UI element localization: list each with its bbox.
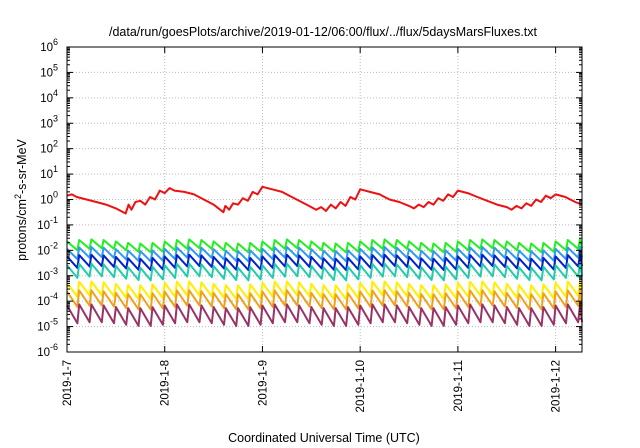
chart-title: /data/run/goesPlots/archive/2019-01-12/0… (109, 25, 538, 39)
series-line-5 (66, 280, 583, 301)
x-tick-label: 2019-1-11 (453, 360, 465, 412)
y-tick-label: 10-3 (37, 266, 58, 283)
y-tick-label: 10-1 (37, 215, 58, 232)
series-line-0 (66, 185, 583, 215)
x-tick-label: 2019-1-7 (62, 360, 74, 406)
y-tick-label: 101 (40, 164, 58, 181)
y-axis-label-main: protons/cm (15, 199, 29, 261)
y-tick-label: 10-6 (37, 342, 58, 359)
series-line-1 (66, 238, 583, 254)
y-tick-label: 10-4 (37, 291, 58, 308)
x-axis-label: Coordinated Universal Time (UTC) (228, 431, 420, 445)
x-axis: 2019-1-7 2019-1-8 2019-1-9 2019-1-10 2019-1-… (62, 47, 563, 412)
y-tick-label: 104 (40, 88, 58, 105)
x-tick-label: 2019-1-10 (355, 360, 367, 412)
y-tick-label: 10-2 (37, 240, 58, 257)
x-tick-label: 2019-1-12 (551, 360, 563, 412)
y-tick-label: 102 (40, 139, 58, 156)
x-tick-label: 2019-1-8 (160, 360, 172, 406)
y-tick-label: 10-5 (37, 317, 58, 334)
series-line-7 (66, 303, 583, 327)
series-line-4 (66, 262, 583, 282)
y-axis-label-rest: -s-sr-MeV (15, 138, 29, 194)
y-axis-label-superscript: 2 (13, 194, 23, 199)
series-line-2 (66, 246, 583, 263)
y-tick-label: 106 (40, 37, 58, 54)
series-line-6 (66, 289, 583, 311)
series-group (66, 185, 583, 327)
y-tick-label: 105 (40, 62, 58, 79)
y-axis: 10-6 10-5 10-4 10-3 10-2 10-1 100 101 102 103 104 1… (37, 37, 582, 359)
series-line-3 (66, 253, 583, 272)
x-tick-label: 2019-1-9 (257, 360, 269, 406)
y-tick-label: 100 (40, 190, 58, 207)
y-axis-label: protons/cm2-s-sr-MeV (13, 138, 29, 260)
y-tick-label: 103 (40, 113, 58, 130)
